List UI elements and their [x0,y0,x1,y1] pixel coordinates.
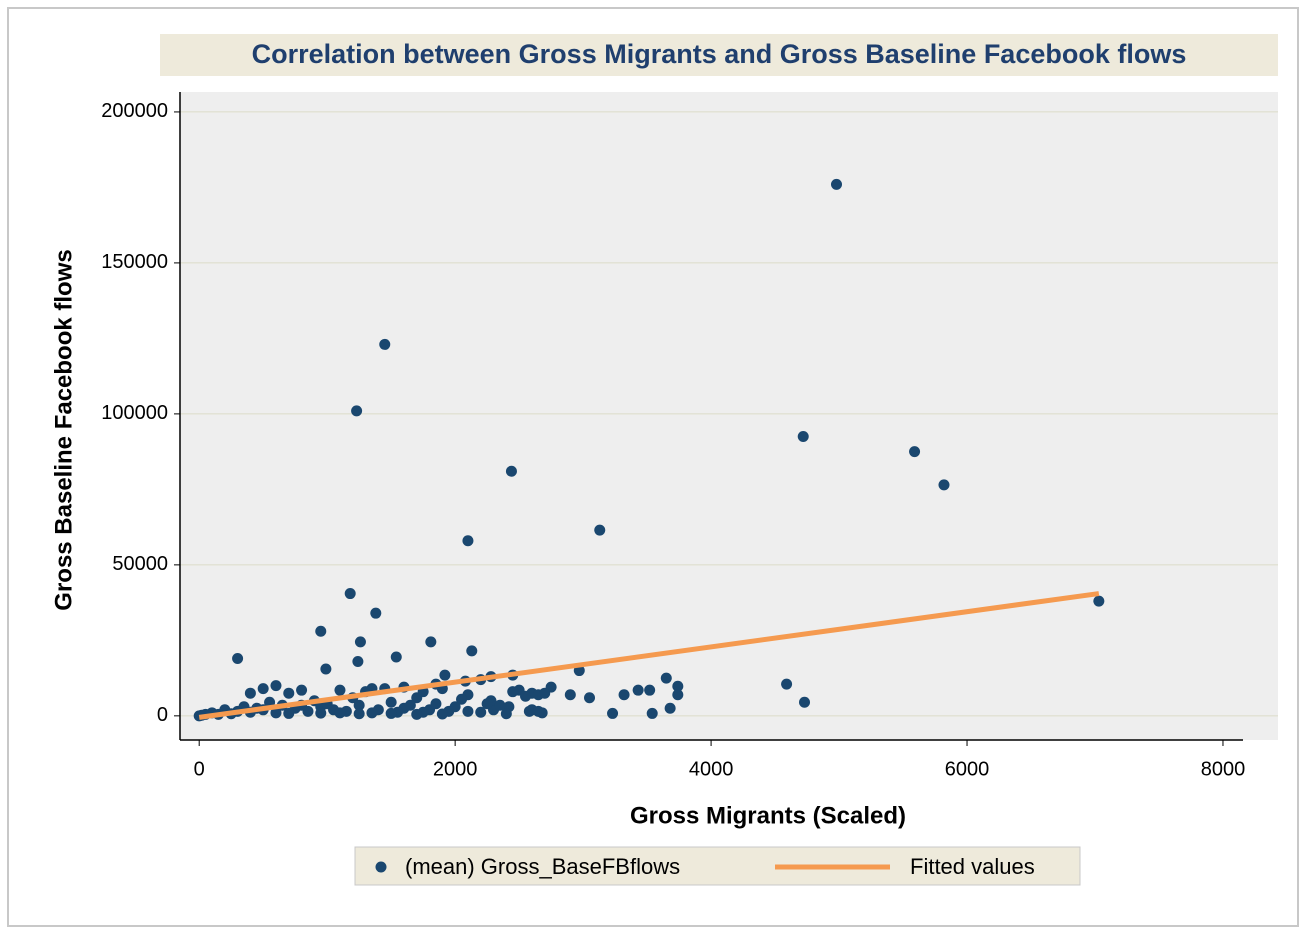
data-point [436,708,448,720]
chart-title: Correlation between Gross Migrants and G… [252,39,1187,69]
data-point [830,178,842,190]
data-point [425,636,437,648]
data-point [797,431,809,443]
data-point [500,708,512,720]
data-point [354,636,366,648]
legend-label: (mean) Gross_BaseFBflows [405,854,680,879]
data-point [352,655,364,667]
data-point [315,707,327,719]
data-point [366,707,378,719]
data-point [799,696,811,708]
x-tick-label: 0 [194,758,205,780]
data-point [353,699,365,711]
data-point [385,707,397,719]
data-point [909,446,921,458]
data-point [344,588,356,600]
x-axis-label: Gross Migrants (Scaled) [630,802,906,829]
data-point [938,479,950,491]
data-point [430,698,442,710]
data-point [672,689,684,701]
fit-line [198,591,1100,720]
data-point [351,405,363,417]
data-point [296,684,308,696]
data-point [1093,595,1105,607]
data-point [564,689,576,701]
data-point [244,687,256,699]
data-point [379,338,391,350]
data-point [353,708,365,720]
data-point [315,625,327,637]
data-point [456,693,468,705]
data-point [539,687,551,699]
y-tick-label: 100000 [101,402,168,424]
data-point [505,465,517,477]
legend-label: Fitted values [910,854,1035,879]
y-tick-label: 150000 [101,251,168,273]
data-point [584,692,596,704]
data-point [475,706,487,718]
data-point [672,680,684,692]
data-point [507,686,519,698]
data-point [257,683,269,695]
y-tick-label: 0 [157,704,168,726]
data-point [283,707,295,719]
x-tick-label: 6000 [945,758,990,780]
data-point [232,652,244,664]
x-tick-label: 8000 [1201,758,1246,780]
data-point [390,651,402,663]
data-point [607,707,619,719]
data-point [632,684,644,696]
data-point [270,680,282,692]
data-point [520,690,532,702]
data-point [466,645,478,657]
data-point [334,684,346,696]
data-point [283,687,295,699]
data-point [660,672,672,684]
y-tick-label: 50000 [112,553,168,575]
x-tick-label: 2000 [433,758,478,780]
data-point [664,702,676,714]
data-point [404,699,416,711]
legend [354,846,1081,886]
title-band [160,34,1278,76]
y-axis-label: Gross Baseline Facebook flows [50,249,77,610]
data-point [618,689,630,701]
data-point [334,707,346,719]
data-point [385,696,397,708]
legend-marker [375,861,387,873]
data-point [646,707,658,719]
data-point [481,698,493,710]
plot-area [180,92,1278,740]
data-point [494,699,506,711]
data-point [320,663,332,675]
data-point [462,535,474,547]
data-point [411,708,423,720]
x-tick-label: 4000 [689,758,734,780]
data-point [270,707,282,719]
y-tick-label: 200000 [101,100,168,122]
data-point [644,684,656,696]
data-point [439,669,451,681]
data-point [532,705,544,717]
data-point [462,705,474,717]
data-point [781,678,793,690]
data-point [370,607,382,619]
data-point [594,524,606,536]
